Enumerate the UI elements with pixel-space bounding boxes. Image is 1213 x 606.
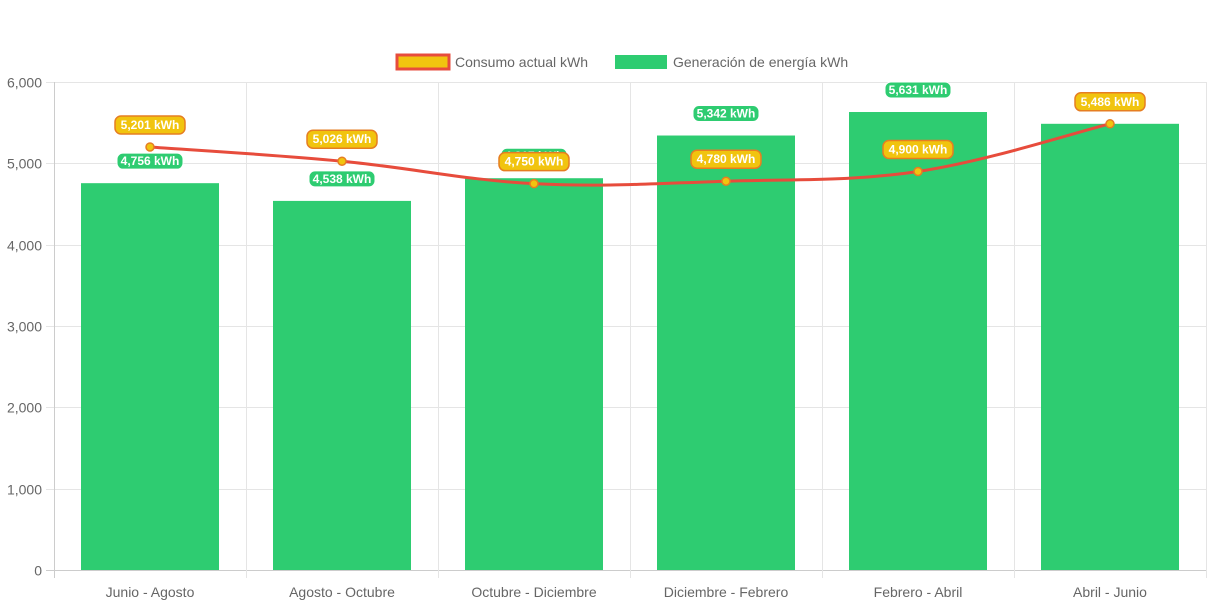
consumo-data-label: 5,201 kWh xyxy=(121,118,180,132)
generacion-data-label: 4,756 kWh xyxy=(121,154,180,168)
generacion-bar xyxy=(657,135,795,570)
y-tick-label: 1,000 xyxy=(7,482,42,498)
consumo-line xyxy=(149,122,1111,187)
consumo-data-label-bg xyxy=(1074,92,1146,112)
x-tick-label: Abril - Junio xyxy=(1073,584,1147,600)
generacion-bar xyxy=(1041,123,1179,571)
axes: 0 1,000 2,000 3,000 4,000 5,000 6,000 Junio - A… xyxy=(7,75,1147,601)
consumo-data-label-bg xyxy=(882,139,954,160)
y-tick-label: 6,000 xyxy=(7,75,42,91)
generacion-data-label-bg xyxy=(692,105,760,123)
consumo-point xyxy=(913,166,923,177)
x-tick-label: Agosto - Octubre xyxy=(289,584,395,600)
generacion-data-label: 4,538 kWh xyxy=(313,172,372,186)
x-tick-label: Junio - Agosto xyxy=(106,584,195,600)
consumo-data-label: 5,486 kWh xyxy=(1081,95,1140,109)
consumo-point xyxy=(721,176,731,186)
y-tick-label: 3,000 xyxy=(7,319,42,335)
generacion-bar xyxy=(849,112,987,571)
y-tick-label: 2,000 xyxy=(7,400,42,416)
x-tick-label: Octubre - Diciembre xyxy=(471,584,596,600)
consumo-data-label: 5,026 kWh xyxy=(313,132,372,146)
generacion-bar xyxy=(465,178,603,570)
legend-label-generacion: Generación de energía kWh xyxy=(673,54,848,70)
consumo-point xyxy=(337,156,347,166)
y-tick-label: 5,000 xyxy=(7,156,42,172)
generacion-data-label: 5,631 kWh xyxy=(889,83,948,97)
y-tick-label: 4,000 xyxy=(7,238,42,254)
y-tick-label: 0 xyxy=(34,563,42,579)
generacion-bar xyxy=(81,183,219,571)
bars xyxy=(81,112,1179,571)
generacion-data-label-bg xyxy=(308,170,376,188)
legend: Consumo actual kWh Generación de energía … xyxy=(395,53,848,71)
x-tick-label: Febrero - Abril xyxy=(874,584,963,600)
consumo-point xyxy=(1105,119,1115,129)
consumo-point xyxy=(529,178,539,189)
consumo-data-label-bg xyxy=(114,115,186,135)
legend-label-consumo: Consumo actual kWh xyxy=(455,54,588,70)
legend-swatch-consumo xyxy=(395,53,451,71)
consumo-data-label-bg xyxy=(498,151,570,172)
legend-swatch-generacion xyxy=(615,55,667,69)
generacion-data-label: 5,342 kWh xyxy=(697,107,756,121)
generacion-data-label-bg xyxy=(116,152,184,170)
x-tick-label: Diciembre - Febrero xyxy=(664,584,789,600)
consumo-line-series xyxy=(145,119,1115,189)
consumo-data-label: 4,900 kWh xyxy=(889,142,948,156)
consumo-data-label: 4,750 kWh xyxy=(505,155,564,169)
generacion-data-label-bg xyxy=(884,81,952,99)
consumo-data-label-bg xyxy=(306,129,378,149)
consumo-point xyxy=(145,142,155,152)
consumo-data-label-bg xyxy=(690,149,762,169)
consumo-data-label: 4,780 kWh xyxy=(697,152,756,166)
grid xyxy=(46,82,1207,578)
generacion-bar xyxy=(273,200,411,570)
